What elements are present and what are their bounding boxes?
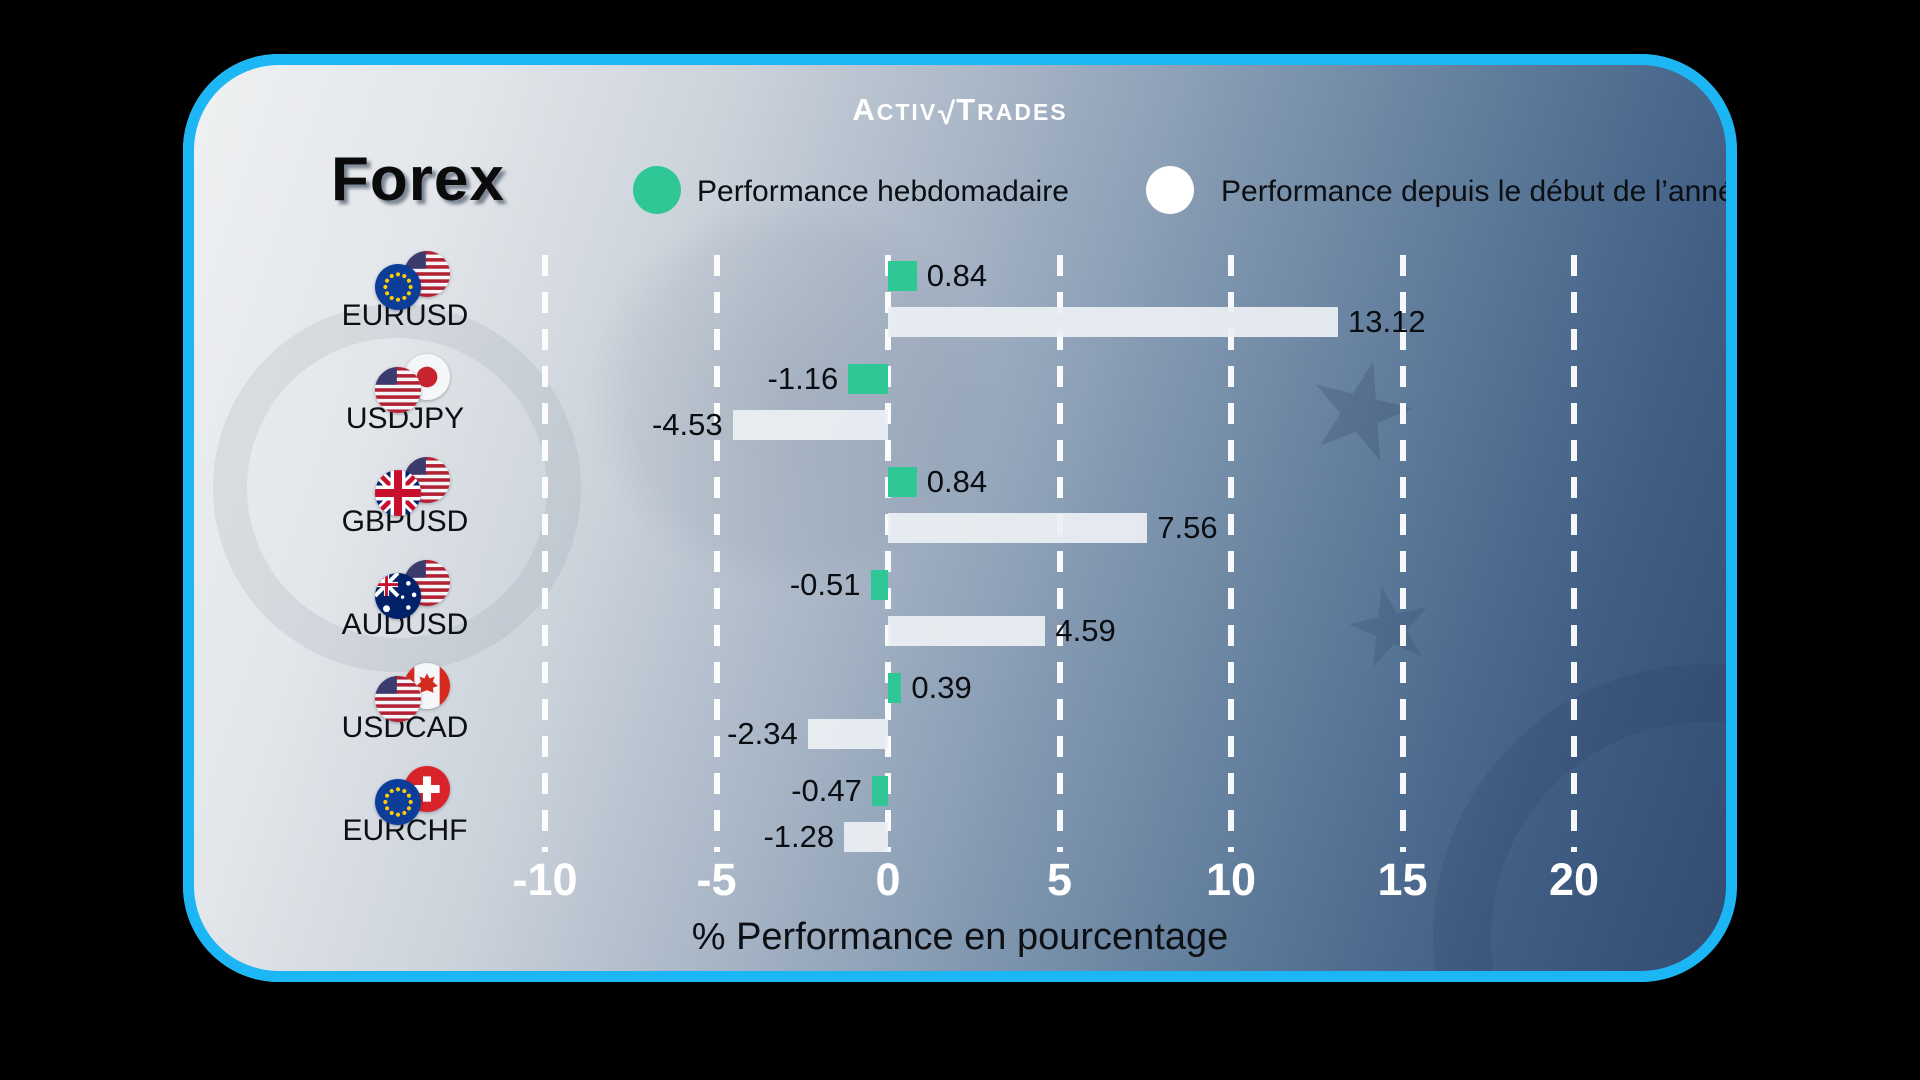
x-tick-10: 10 — [1205, 854, 1257, 905]
value-weekly-usdjpy: -1.16 — [767, 361, 839, 396]
gridline-5 — [1056, 255, 1063, 852]
value-weekly-eurchf: -0.47 — [791, 773, 862, 808]
value-ytd-eurchf: -1.28 — [763, 819, 835, 854]
bar-weekly-usdjpy — [848, 364, 888, 394]
logo-text-trades: Trades — [956, 92, 1068, 127]
logo-text-activ: Activ — [852, 92, 938, 127]
legend-weekly-dot — [633, 166, 681, 214]
infographic-card: Activ Trades Forex Performance hebdomadai… — [183, 54, 1737, 982]
value-ytd-usdcad: -2.34 — [727, 716, 798, 751]
flag-pair-usdjpy — [375, 354, 453, 414]
flag-pair-eurchf — [375, 766, 453, 826]
bar-weekly-usdcad — [888, 673, 902, 703]
value-ytd-gbpusd: 7.56 — [1157, 510, 1218, 545]
legend-ytd-dot — [1146, 166, 1194, 214]
x-tick-5: 5 — [1046, 854, 1073, 905]
flag-pair-gbpusd — [375, 457, 453, 517]
x-axis-title: % Performance en pourcentage — [691, 916, 1229, 958]
flag-pair-eurusd — [375, 251, 453, 311]
gridline--5 — [713, 255, 720, 852]
x-tick--5: -5 — [696, 854, 737, 905]
page-title: Forex — [331, 145, 505, 214]
value-weekly-usdcad: 0.39 — [911, 670, 972, 705]
x-tick--10: -10 — [512, 854, 578, 905]
gridline--10 — [542, 255, 548, 852]
chart-area: -10 -5 0 5 10 15 20 EURUSD 0.84 13.12 USDJPY -1.16-… — [183, 54, 1737, 982]
bar-ytd-usdjpy — [732, 410, 888, 440]
flag-us-icon — [404, 457, 450, 503]
value-ytd-usdjpy: -4.53 — [651, 407, 723, 442]
flag-au-icon — [375, 573, 421, 619]
flag-gb-icon — [375, 470, 421, 516]
value-weekly-gbpusd: 0.84 — [926, 464, 988, 499]
bar-ytd-usdcad — [807, 719, 888, 749]
gridline-10 — [1228, 255, 1234, 852]
bar-weekly-gbpusd — [888, 467, 917, 497]
bar-weekly-eurusd — [888, 261, 917, 291]
value-ytd-eurusd: 13.12 — [1348, 304, 1426, 339]
bar-weekly-eurchf — [871, 776, 888, 806]
flag-pair-usdcad — [375, 663, 453, 723]
x-tick-15: 15 — [1377, 854, 1428, 905]
legend-weekly-label: Performance hebdomadaire — [697, 175, 1069, 208]
gridline-15 — [1399, 255, 1406, 852]
flag-eu-icon — [375, 779, 421, 825]
value-weekly-audusd: -0.51 — [789, 567, 861, 602]
flag-us-icon — [375, 676, 421, 722]
bar-ytd-eurchf — [844, 822, 888, 852]
x-tick-20: 20 — [1548, 854, 1600, 905]
flag-us-icon — [375, 367, 421, 413]
logo-check-icon — [938, 96, 955, 132]
value-ytd-audusd: 4.59 — [1055, 613, 1116, 648]
gridline-20 — [1571, 255, 1577, 852]
bar-ytd-gbpusd — [888, 513, 1148, 543]
x-tick-0: 0 — [875, 854, 901, 905]
bar-weekly-audusd — [870, 570, 888, 600]
value-weekly-eurusd: 0.84 — [926, 258, 988, 293]
legend-ytd-label: Performance depuis le début de l’année — [1221, 175, 1737, 208]
gridline-0 — [885, 255, 891, 852]
banknote-portrait-watermark — [513, 124, 1073, 664]
brand-logo: Activ Trades — [183, 92, 1737, 132]
flag-eu-icon — [375, 264, 421, 310]
flag-pair-audusd — [375, 560, 453, 620]
bar-ytd-audusd — [888, 616, 1046, 646]
bar-ytd-eurusd — [888, 307, 1339, 337]
